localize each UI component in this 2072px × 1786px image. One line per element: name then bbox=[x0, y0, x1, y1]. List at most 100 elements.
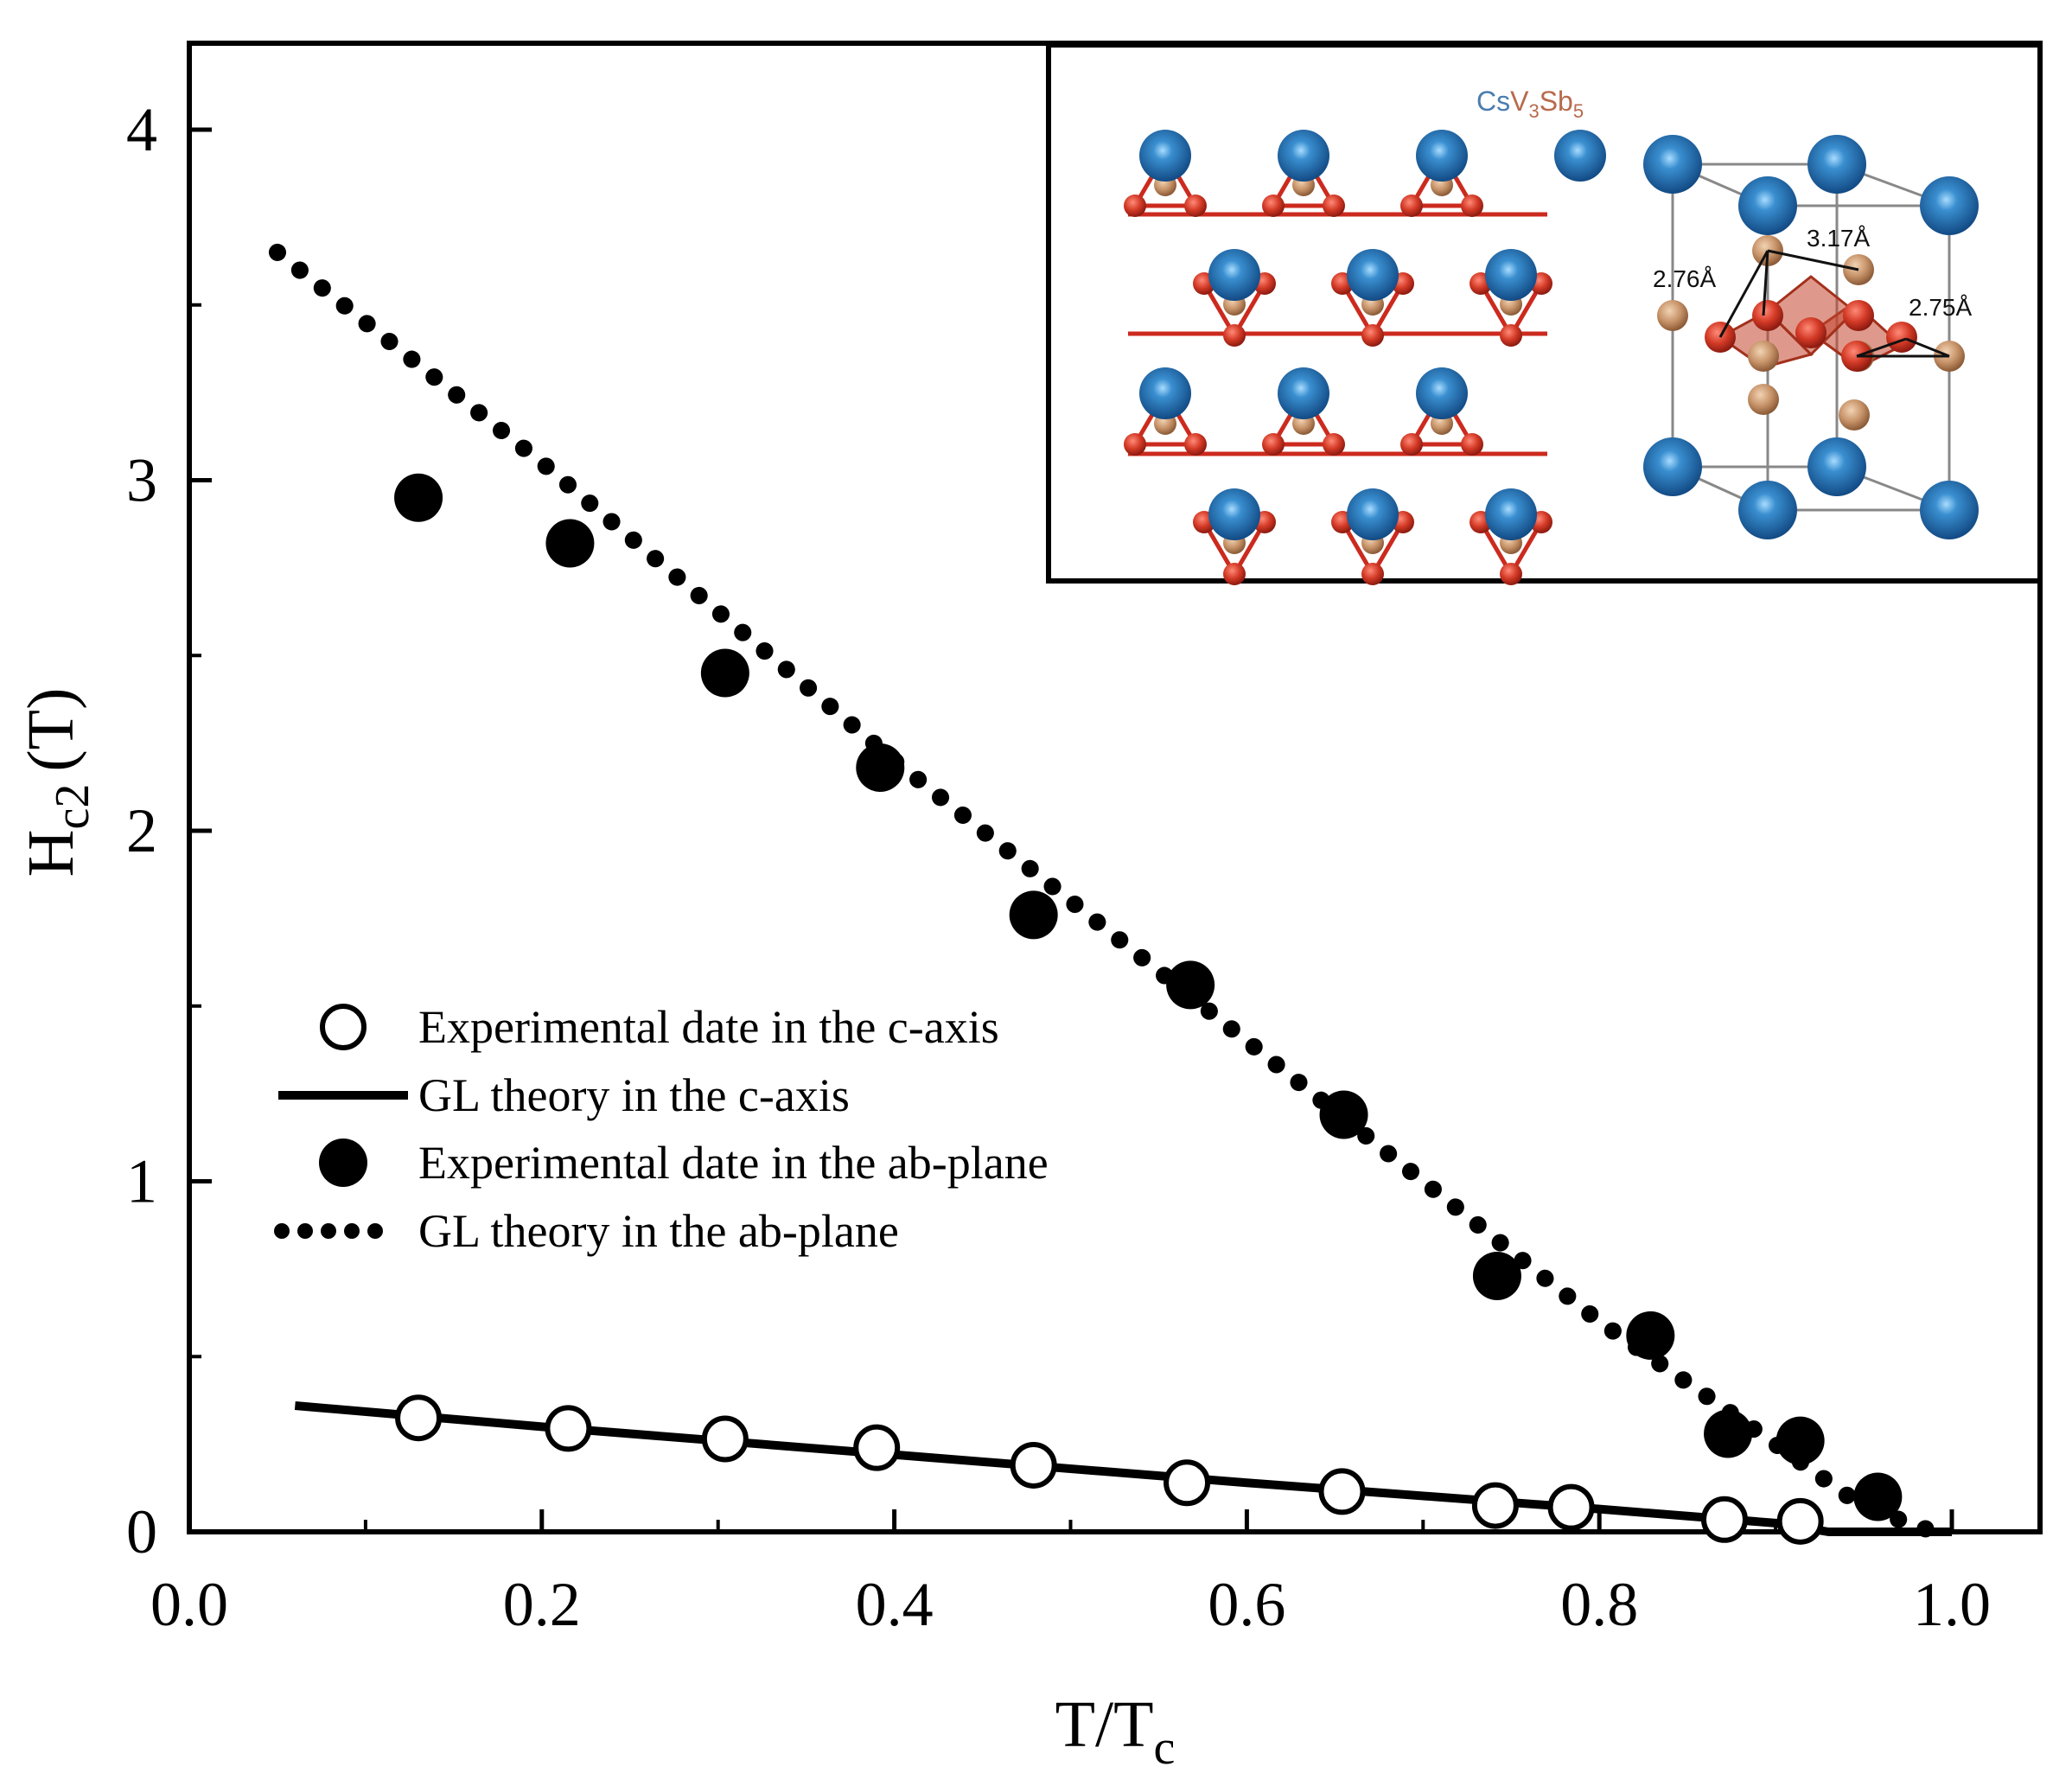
kagome-triangle bbox=[1131, 150, 1200, 208]
v-atom bbox=[1400, 195, 1423, 217]
kagome-triangle bbox=[1269, 388, 1338, 447]
cs-atom bbox=[1807, 135, 1866, 194]
v-atom bbox=[1400, 433, 1423, 456]
data-point-c-axis bbox=[1547, 1483, 1595, 1531]
v-atom bbox=[1461, 433, 1483, 456]
unit-cell-side-view bbox=[1643, 135, 1979, 539]
cs-atom bbox=[1278, 130, 1329, 182]
kagome-triangle bbox=[1407, 388, 1476, 447]
x-tick-label: 1.0 bbox=[1913, 1570, 1991, 1639]
cs-atom bbox=[1554, 130, 1606, 182]
kagome-top-view bbox=[1124, 130, 1606, 585]
data-point-c-axis bbox=[1318, 1468, 1366, 1515]
cs-atom bbox=[1920, 481, 1979, 539]
data-point-ab-plane bbox=[1009, 890, 1058, 940]
data-point-ab-plane bbox=[394, 473, 443, 522]
v-atom bbox=[1361, 563, 1384, 585]
cs-atom bbox=[1278, 367, 1329, 419]
distance-line bbox=[1767, 249, 1859, 271]
data-point-ab-plane bbox=[700, 648, 749, 698]
cs-atom bbox=[1920, 176, 1979, 235]
x-tick-label: 0.0 bbox=[150, 1570, 228, 1639]
v-atom bbox=[1461, 195, 1483, 217]
v-atom bbox=[1124, 433, 1146, 456]
v-atom bbox=[1361, 324, 1384, 347]
cs-atom bbox=[1416, 367, 1468, 419]
data-point-ab-plane bbox=[856, 743, 905, 793]
y-tick-label: 1 bbox=[126, 1147, 157, 1216]
inset-frame bbox=[1046, 42, 2043, 584]
axes: 0.0 0.2 0.4 0.6 0.8 1.0 0 1 2 3 4 bbox=[126, 95, 1991, 1639]
distance-line bbox=[1762, 250, 1769, 316]
x-tick-label: 0.6 bbox=[1208, 1570, 1285, 1639]
legend-marker-ab-plane-gl bbox=[274, 1223, 383, 1239]
data-point-ab-plane bbox=[1626, 1311, 1675, 1360]
legend-marker-ab-plane-exp bbox=[319, 1139, 367, 1187]
distance-line bbox=[1856, 337, 1907, 358]
cs-atom bbox=[1643, 135, 1702, 194]
sb-atom bbox=[1748, 341, 1779, 372]
v-atom bbox=[1323, 433, 1345, 456]
legend-label-c-axis-gl: GL theory in the c-axis bbox=[418, 1069, 850, 1121]
legend-label-ab-plane-exp: Experimental date in the ab-plane bbox=[418, 1137, 1049, 1189]
legend-label-ab-plane-gl: GL theory in the ab-plane bbox=[418, 1205, 899, 1257]
data-point-c-axis bbox=[853, 1424, 901, 1471]
x-tick-label: 0.4 bbox=[856, 1570, 934, 1639]
data-point-c-axis bbox=[1776, 1497, 1824, 1545]
data-point-c-axis bbox=[1471, 1482, 1519, 1529]
v-atom bbox=[1184, 195, 1207, 217]
v-atom bbox=[1184, 433, 1207, 456]
cs-atom bbox=[1485, 249, 1537, 301]
cs-atom bbox=[1139, 367, 1191, 419]
data-point-ab-plane bbox=[1166, 960, 1215, 1010]
distance-label-2-76: 2.76Å bbox=[1653, 265, 1716, 292]
v-atom bbox=[1500, 563, 1522, 585]
data-point-ab-plane bbox=[545, 519, 595, 568]
data-point-c-axis bbox=[395, 1394, 443, 1442]
v-atom bbox=[1223, 563, 1246, 585]
cs-atom bbox=[1208, 249, 1260, 301]
sb-atom bbox=[1748, 384, 1779, 415]
x-tick-label: 0.8 bbox=[1560, 1570, 1638, 1639]
x-axis-title: T/Tc bbox=[1055, 1688, 1176, 1775]
cs-atom bbox=[1738, 481, 1797, 539]
y-tick-label: 0 bbox=[126, 1497, 157, 1566]
y-tick-label: 2 bbox=[126, 796, 157, 865]
data-point-ab-plane bbox=[1319, 1090, 1368, 1139]
y-tick-label: 3 bbox=[126, 446, 157, 515]
cs-atom bbox=[1139, 130, 1191, 182]
v-atom bbox=[1500, 324, 1522, 347]
cs-atom bbox=[1416, 130, 1468, 182]
series-layer bbox=[268, 243, 1952, 1545]
data-point-ab-plane bbox=[1853, 1472, 1903, 1521]
cs-atom bbox=[1208, 488, 1260, 540]
v-atom bbox=[1886, 322, 1917, 353]
distance-line bbox=[1905, 337, 1950, 358]
distance-label-2-75: 2.75Å bbox=[1909, 294, 1972, 321]
v-atom bbox=[1262, 195, 1285, 217]
kagome-triangle bbox=[1269, 150, 1338, 208]
legend-label-c-axis-exp: Experimental date in the c-axis bbox=[418, 1001, 999, 1053]
v-atom bbox=[1262, 433, 1285, 456]
cs-atom bbox=[1347, 249, 1399, 301]
v-atom bbox=[1124, 195, 1146, 217]
cs-atom bbox=[1643, 437, 1702, 496]
legend: Experimental date in the c-axis GL theor… bbox=[274, 1001, 1049, 1257]
data-point-c-axis bbox=[545, 1405, 592, 1452]
data-point-ab-plane bbox=[1472, 1251, 1521, 1300]
legend-marker-c-axis-exp bbox=[320, 1004, 367, 1050]
sb-atom bbox=[1839, 399, 1870, 431]
cs-atom bbox=[1738, 176, 1797, 235]
y-tick-label: 4 bbox=[126, 95, 157, 164]
data-point-ab-plane bbox=[1776, 1416, 1825, 1465]
data-point-c-axis bbox=[1010, 1441, 1057, 1489]
kagome-triangle bbox=[1131, 388, 1200, 447]
v-atom bbox=[1843, 300, 1874, 331]
data-point-ab-plane bbox=[1704, 1409, 1753, 1458]
cs-atom bbox=[1485, 488, 1537, 540]
sb-atom bbox=[1657, 300, 1688, 331]
gl-line-ab-plane bbox=[268, 243, 1943, 1540]
cs-atom bbox=[1347, 488, 1399, 540]
data-point-c-axis bbox=[1700, 1496, 1748, 1543]
